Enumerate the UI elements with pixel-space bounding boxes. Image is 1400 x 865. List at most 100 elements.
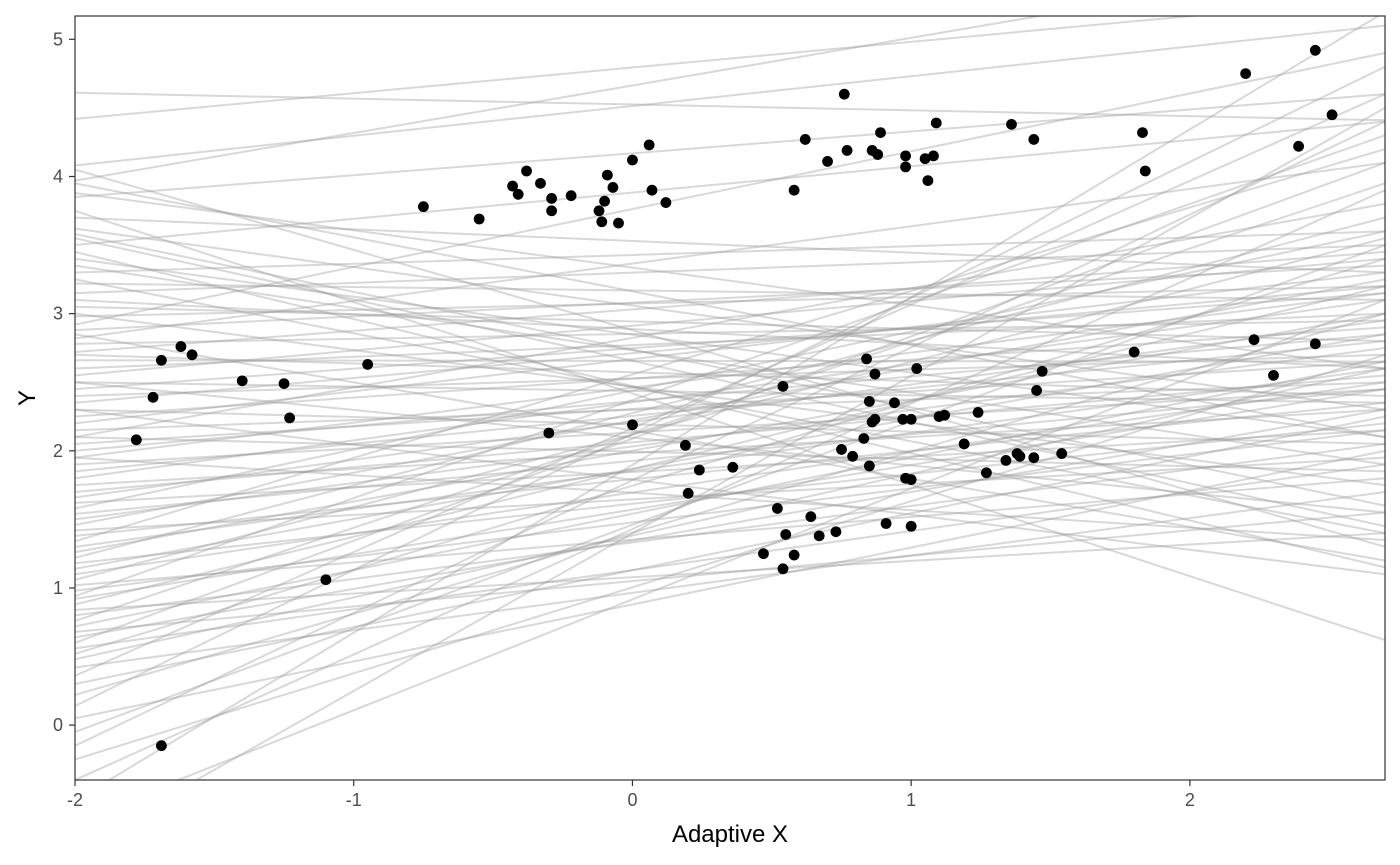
data-point bbox=[838, 88, 850, 100]
data-point bbox=[473, 213, 485, 225]
regression-line bbox=[75, 257, 1385, 655]
regression-line bbox=[75, 333, 1385, 570]
data-point bbox=[1326, 109, 1338, 121]
regression-line bbox=[75, 244, 1385, 733]
data-point bbox=[900, 150, 911, 162]
data-point bbox=[911, 363, 923, 374]
data-point bbox=[1248, 334, 1260, 346]
regression-line bbox=[75, 415, 1385, 685]
data-point bbox=[1128, 346, 1140, 358]
regression-line bbox=[75, 250, 1385, 569]
regression-line bbox=[75, 91, 1385, 122]
regression-line bbox=[75, 209, 1385, 642]
data-point bbox=[521, 165, 532, 177]
regression-line bbox=[75, 312, 1385, 487]
y-tick-label: 2 bbox=[53, 441, 63, 461]
data-point bbox=[601, 169, 613, 181]
regression-line bbox=[75, 227, 1385, 411]
regression-line bbox=[75, 353, 1385, 761]
data-point bbox=[643, 139, 655, 151]
regression-line bbox=[75, 388, 1385, 466]
data-point bbox=[156, 740, 167, 752]
regression-line bbox=[75, 244, 1385, 295]
regression-line bbox=[75, 456, 1385, 532]
regression-line bbox=[75, 456, 1385, 541]
data-point bbox=[1028, 452, 1040, 464]
data-point bbox=[889, 397, 900, 409]
regression-line bbox=[75, 388, 1385, 600]
regression-line bbox=[75, 189, 1385, 780]
data-point bbox=[535, 177, 546, 189]
data-point bbox=[1293, 140, 1304, 152]
regression-line bbox=[75, 367, 1385, 661]
regression-line bbox=[75, 360, 1385, 445]
data-point bbox=[236, 375, 248, 387]
x-tick-label: -2 bbox=[67, 790, 83, 810]
data-point bbox=[147, 391, 159, 403]
data-point bbox=[1036, 365, 1048, 377]
data-point bbox=[543, 427, 555, 439]
data-point bbox=[928, 150, 939, 162]
regression-line bbox=[75, 237, 1385, 581]
regression-line bbox=[75, 257, 1385, 439]
regression-line bbox=[75, 436, 1385, 473]
regression-line bbox=[75, 298, 1385, 480]
data-point bbox=[1309, 338, 1321, 350]
regression-line bbox=[75, 191, 1385, 370]
regression-line bbox=[75, 381, 1385, 404]
data-point bbox=[512, 188, 524, 200]
data-point bbox=[1137, 127, 1148, 138]
data-point bbox=[682, 487, 694, 499]
regression-line bbox=[75, 16, 1203, 120]
data-point bbox=[646, 184, 658, 196]
regression-line bbox=[75, 340, 1385, 473]
data-point bbox=[869, 368, 881, 380]
regression-line bbox=[75, 202, 1385, 439]
data-point bbox=[660, 197, 672, 208]
regression-line bbox=[75, 326, 1385, 418]
regression-lines bbox=[75, 16, 1385, 780]
regression-line bbox=[75, 168, 1385, 548]
regression-line bbox=[75, 292, 1385, 391]
plot-background bbox=[75, 16, 1385, 780]
data-point bbox=[822, 155, 833, 167]
y-tick-label: 3 bbox=[53, 304, 63, 324]
data-point bbox=[1268, 369, 1279, 381]
regression-line bbox=[75, 52, 1385, 326]
regression-line bbox=[75, 442, 1385, 617]
data-point bbox=[875, 127, 886, 138]
regression-line bbox=[75, 65, 1385, 707]
regression-line bbox=[75, 298, 1385, 370]
data-point bbox=[1240, 68, 1252, 80]
data-point bbox=[593, 205, 605, 217]
regression-line bbox=[75, 319, 1385, 345]
data-point bbox=[981, 467, 992, 479]
regression-line bbox=[75, 292, 1385, 459]
data-point bbox=[922, 175, 934, 186]
regression-line bbox=[75, 120, 1385, 247]
data-point bbox=[777, 563, 789, 575]
regression-line bbox=[75, 367, 1385, 548]
data-point bbox=[1056, 448, 1068, 459]
regression-line bbox=[75, 408, 1385, 639]
data-point bbox=[758, 548, 769, 560]
data-point bbox=[930, 117, 942, 129]
regression-line bbox=[75, 449, 1385, 720]
data-point bbox=[1000, 455, 1012, 466]
data-point bbox=[939, 409, 951, 421]
data-point bbox=[175, 341, 187, 352]
regression-line bbox=[75, 359, 1385, 363]
regression-line bbox=[75, 360, 1385, 628]
regression-line bbox=[75, 511, 1385, 633]
regression-line bbox=[107, 16, 1381, 780]
regression-line bbox=[75, 93, 1385, 199]
data-point bbox=[788, 549, 800, 561]
regression-line bbox=[75, 233, 1385, 507]
y-axis-title: Y bbox=[14, 390, 41, 406]
data-point bbox=[1031, 385, 1042, 396]
data-point bbox=[627, 419, 638, 431]
regression-line bbox=[75, 388, 1385, 515]
regression-line bbox=[75, 319, 1385, 499]
regression-line bbox=[75, 134, 1385, 598]
data-point bbox=[841, 145, 853, 156]
